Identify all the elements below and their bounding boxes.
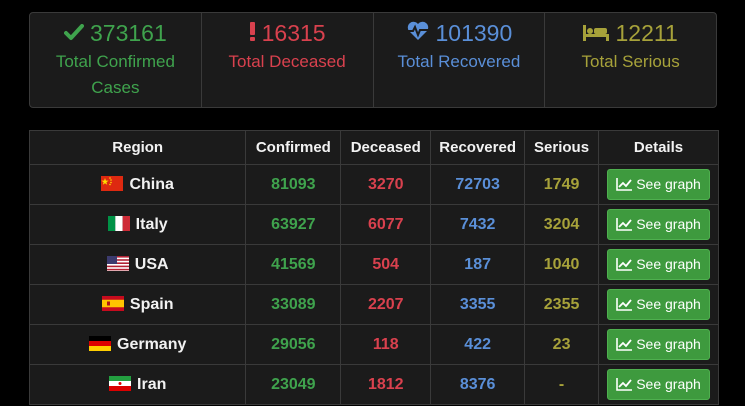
stat-recovered: 101390 Total Recovered xyxy=(374,13,546,107)
recovered-value: 101390 xyxy=(435,20,513,46)
confirmed-label: Total Confirmed Cases xyxy=(55,51,175,97)
deceased-cell: 1812 xyxy=(340,364,432,405)
details-cell: See graph xyxy=(598,324,719,365)
region-cell: Spain xyxy=(28,284,247,325)
recovered-cell: 3355 xyxy=(430,284,526,325)
bed-icon xyxy=(583,19,610,47)
table-row: Italy 63927 6077 7432 3204 See graph xyxy=(28,204,719,245)
serious-cell: 3204 xyxy=(524,204,600,245)
serious-label: Total Serious xyxy=(581,51,680,71)
stat-serious: 12211 Total Serious xyxy=(545,13,716,107)
recovered-cell: 187 xyxy=(430,244,526,285)
header-details: Details xyxy=(598,130,719,165)
table-row: China 81093 3270 72703 1749 See graph xyxy=(28,164,719,205)
line-chart-icon xyxy=(616,217,633,231)
details-cell: See graph xyxy=(598,284,719,325)
header-confirmed: Confirmed xyxy=(245,130,342,165)
see-graph-label: See graph xyxy=(636,376,701,392)
heartbeat-icon xyxy=(406,19,430,47)
recovered-cell: 422 xyxy=(430,324,526,365)
deceased-value: 16315 xyxy=(261,20,326,46)
region-cell: Iran xyxy=(28,364,247,405)
region-name: Spain xyxy=(129,295,174,313)
region-name: Italy xyxy=(135,215,168,233)
details-cell: See graph xyxy=(598,204,719,245)
confirmed-value: 373161 xyxy=(90,20,167,46)
header-serious: Serious xyxy=(524,130,600,165)
details-cell: See graph xyxy=(598,164,719,205)
recovered-label: Total Recovered xyxy=(397,51,521,71)
region-name: Iran xyxy=(137,375,167,393)
deceased-label: Total Deceased xyxy=(228,51,346,71)
see-graph-label: See graph xyxy=(636,256,701,272)
exclamation-icon xyxy=(249,19,256,47)
check-icon xyxy=(64,19,84,47)
confirmed-cell: 29056 xyxy=(245,324,342,365)
line-chart-icon xyxy=(616,377,633,391)
line-chart-icon xyxy=(616,257,633,271)
line-chart-icon xyxy=(616,337,633,351)
recovered-cell: 7432 xyxy=(430,204,526,245)
china-flag xyxy=(101,175,124,191)
confirmed-cell: 33089 xyxy=(245,284,342,325)
germany-flag xyxy=(89,335,111,351)
serious-cell: - xyxy=(524,364,600,405)
details-cell: See graph xyxy=(598,364,719,405)
header-deceased: Deceased xyxy=(340,130,432,165)
stats-panel: 373161 Total Confirmed Cases 16315 Total… xyxy=(29,12,717,108)
header-recovered: Recovered xyxy=(430,130,526,165)
see-graph-button[interactable]: See graph xyxy=(607,289,710,320)
see-graph-button[interactable]: See graph xyxy=(607,329,710,360)
usa-flag xyxy=(106,255,129,271)
see-graph-label: See graph xyxy=(636,176,701,192)
line-chart-icon xyxy=(616,297,633,311)
region-name: Germany xyxy=(117,335,187,353)
confirmed-cell: 63927 xyxy=(245,204,342,245)
see-graph-button[interactable]: See graph xyxy=(607,209,710,240)
deceased-cell: 504 xyxy=(340,244,432,285)
region-cell: Italy xyxy=(28,204,247,245)
table-row: Germany 29056 118 422 23 See graph xyxy=(28,324,719,365)
serious-value: 12211 xyxy=(615,20,678,46)
see-graph-button[interactable]: See graph xyxy=(607,249,710,280)
deceased-cell: 3270 xyxy=(340,164,432,205)
regions-table: Region Confirmed Deceased Recovered Seri… xyxy=(28,130,719,405)
region-cell: Germany xyxy=(28,324,247,365)
serious-cell: 1749 xyxy=(524,164,600,205)
details-cell: See graph xyxy=(598,244,719,285)
deceased-cell: 6077 xyxy=(340,204,432,245)
table-row: Iran 23049 1812 8376 - See graph xyxy=(28,364,719,405)
serious-cell: 2355 xyxy=(524,284,600,325)
stat-deceased: 16315 Total Deceased xyxy=(202,13,374,107)
region-cell: China xyxy=(28,164,247,205)
see-graph-button[interactable]: See graph xyxy=(607,369,710,400)
header-region: Region xyxy=(28,130,247,165)
line-chart-icon xyxy=(616,177,633,191)
stat-confirmed: 373161 Total Confirmed Cases xyxy=(30,13,202,107)
deceased-cell: 118 xyxy=(340,324,432,365)
region-cell: USA xyxy=(28,244,247,285)
recovered-cell: 72703 xyxy=(430,164,526,205)
table-row: Spain 33089 2207 3355 2355 See graph xyxy=(28,284,719,325)
confirmed-cell: 41569 xyxy=(245,244,342,285)
table-row: USA 41569 504 187 1040 See graph xyxy=(28,244,719,285)
see-graph-button[interactable]: See graph xyxy=(607,169,710,200)
region-name: USA xyxy=(134,255,169,273)
deceased-cell: 2207 xyxy=(340,284,432,325)
see-graph-label: See graph xyxy=(636,216,701,232)
iran-flag xyxy=(109,375,132,391)
recovered-cell: 8376 xyxy=(430,364,526,405)
italy-flag xyxy=(107,215,130,231)
serious-cell: 23 xyxy=(524,324,600,365)
see-graph-label: See graph xyxy=(636,296,701,312)
serious-cell: 1040 xyxy=(524,244,600,285)
confirmed-cell: 81093 xyxy=(245,164,342,205)
confirmed-cell: 23049 xyxy=(245,364,342,405)
region-name: China xyxy=(129,175,174,193)
see-graph-label: See graph xyxy=(636,336,701,352)
table-header-row: Region Confirmed Deceased Recovered Seri… xyxy=(28,130,719,165)
spain-flag xyxy=(101,295,124,311)
